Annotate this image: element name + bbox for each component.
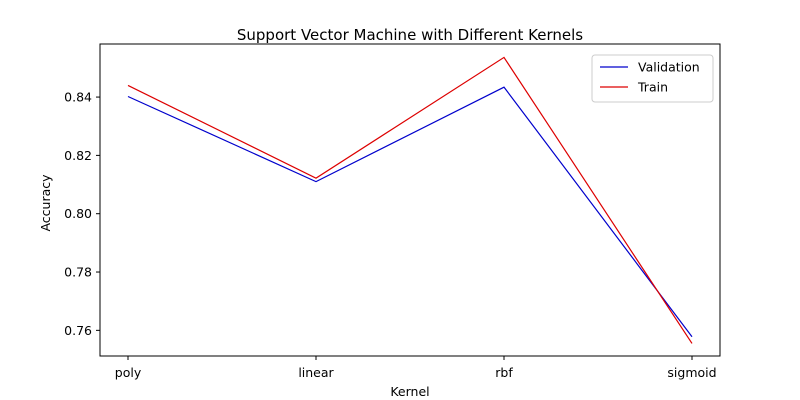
x-tick-label: sigmoid [667, 365, 716, 380]
legend-label: Validation [638, 60, 700, 75]
x-tick-label: linear [298, 365, 334, 380]
legend: Validation Train [591, 54, 714, 103]
y-tick-label: 0.82 [64, 148, 92, 163]
y-tick-label: 0.84 [64, 90, 92, 105]
plot-frame [99, 43, 721, 357]
y-tick-label: 0.80 [64, 206, 92, 221]
series-lines [127, 56, 693, 344]
x-tick-label: rbf [495, 365, 513, 380]
legend-label: Train [637, 80, 668, 95]
x-tick-label: poly [115, 365, 142, 380]
series-line-train [127, 56, 693, 344]
axis-ticks: poly linear rbf sigmoid 0.76 0.78 0.80 0.82 0.84 [64, 90, 716, 380]
x-axis-label: Kernel [390, 384, 429, 399]
chart-title: Support Vector Machine with Different Ke… [237, 26, 583, 44]
y-tick-label: 0.76 [64, 323, 92, 338]
y-axis-label: Accuracy [38, 174, 53, 232]
y-tick-label: 0.78 [64, 265, 92, 280]
series-line-validation [127, 86, 693, 338]
